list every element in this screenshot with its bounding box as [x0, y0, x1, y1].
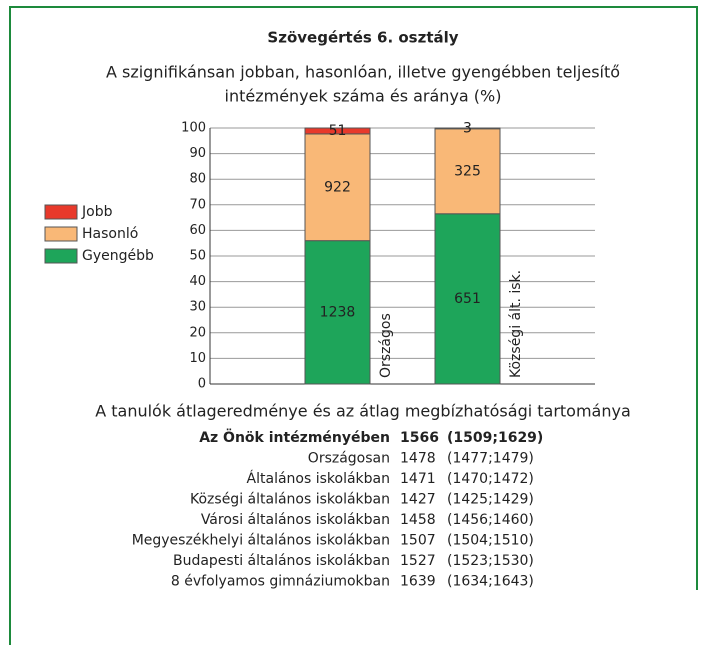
y-tick-label: 20	[189, 325, 206, 340]
legend-swatch	[44, 204, 78, 220]
y-tick-label: 70	[189, 197, 206, 212]
data-label: 325	[454, 163, 481, 179]
table-cell: 1507	[400, 533, 436, 549]
data-label: 1238	[320, 304, 356, 320]
bar-segment	[434, 213, 501, 385]
table-cell: (1470;1472)	[447, 471, 534, 487]
table-cell: 1566	[400, 430, 439, 446]
chart-subtitle: A szignifikánsan jobban, hasonlóan, ille…	[106, 63, 620, 82]
bar-segment	[304, 127, 371, 135]
table-cell: 1478	[400, 451, 436, 467]
table-cell: 1458	[400, 512, 436, 528]
legend-label: Gyengébb	[82, 248, 154, 264]
table-cell: (1456;1460)	[447, 512, 534, 528]
table-cell: Megyeszékhelyi általános iskolákban	[132, 533, 390, 549]
table-cell: (1425;1429)	[447, 492, 534, 508]
table-cell: (1523;1530)	[447, 553, 534, 569]
table-cell: Általános iskolákban	[247, 470, 390, 487]
table-cell: (1504;1510)	[447, 533, 534, 549]
table-cell: (1477;1479)	[447, 451, 534, 467]
table-cell: 8 évfolyamos gimnáziumokban	[171, 574, 390, 590]
legend-label: Jobb	[81, 204, 113, 220]
bar-segment	[304, 133, 371, 242]
table-cell: Községi általános iskolákban	[190, 492, 390, 508]
table-cell: (1634;1643)	[447, 574, 534, 590]
x-tick-label: Községi ált. isk.	[508, 270, 524, 378]
y-tick-label: 100	[181, 121, 206, 136]
y-tick-label: 50	[189, 249, 206, 264]
legend-label: Hasonló	[82, 226, 138, 242]
table-cell: 1639	[400, 574, 436, 590]
data-label: 651	[454, 291, 481, 307]
legend-swatch	[44, 226, 78, 242]
chart-title: Szövegértés 6. osztály	[267, 29, 458, 47]
x-tick-label: Országos	[378, 313, 394, 378]
y-tick-label: 90	[189, 146, 206, 161]
legend-swatch	[44, 248, 78, 264]
chart-subtitle: intézmények száma és aránya (%)	[225, 87, 502, 106]
table-cell: Városi általános iskolákban	[201, 512, 390, 528]
data-label: 922	[324, 179, 351, 195]
table-cell: Az Önök intézményében	[199, 428, 390, 446]
table-cell: (1509;1629)	[447, 430, 543, 446]
y-tick-label: 40	[189, 274, 206, 289]
bar-segment	[434, 128, 501, 215]
data-label: 3	[463, 120, 472, 136]
bar-segment	[304, 240, 371, 385]
y-tick-label: 60	[189, 223, 206, 238]
table-cell: 1471	[400, 471, 436, 487]
table-cell: Budapesti általános iskolákban	[173, 553, 390, 569]
table-cell: 1427	[400, 492, 436, 508]
table-caption: A tanulók átlageredménye és az átlag meg…	[95, 402, 631, 421]
bar-segment	[434, 127, 501, 130]
y-tick-label: 80	[189, 172, 206, 187]
y-tick-label: 30	[189, 300, 206, 315]
y-tick-label: 0	[198, 377, 206, 392]
table-cell: 1527	[400, 553, 436, 569]
table-cell: Országosan	[308, 451, 390, 467]
y-tick-label: 10	[189, 351, 206, 366]
frame	[9, 6, 698, 645]
data-label: 51	[329, 123, 347, 139]
